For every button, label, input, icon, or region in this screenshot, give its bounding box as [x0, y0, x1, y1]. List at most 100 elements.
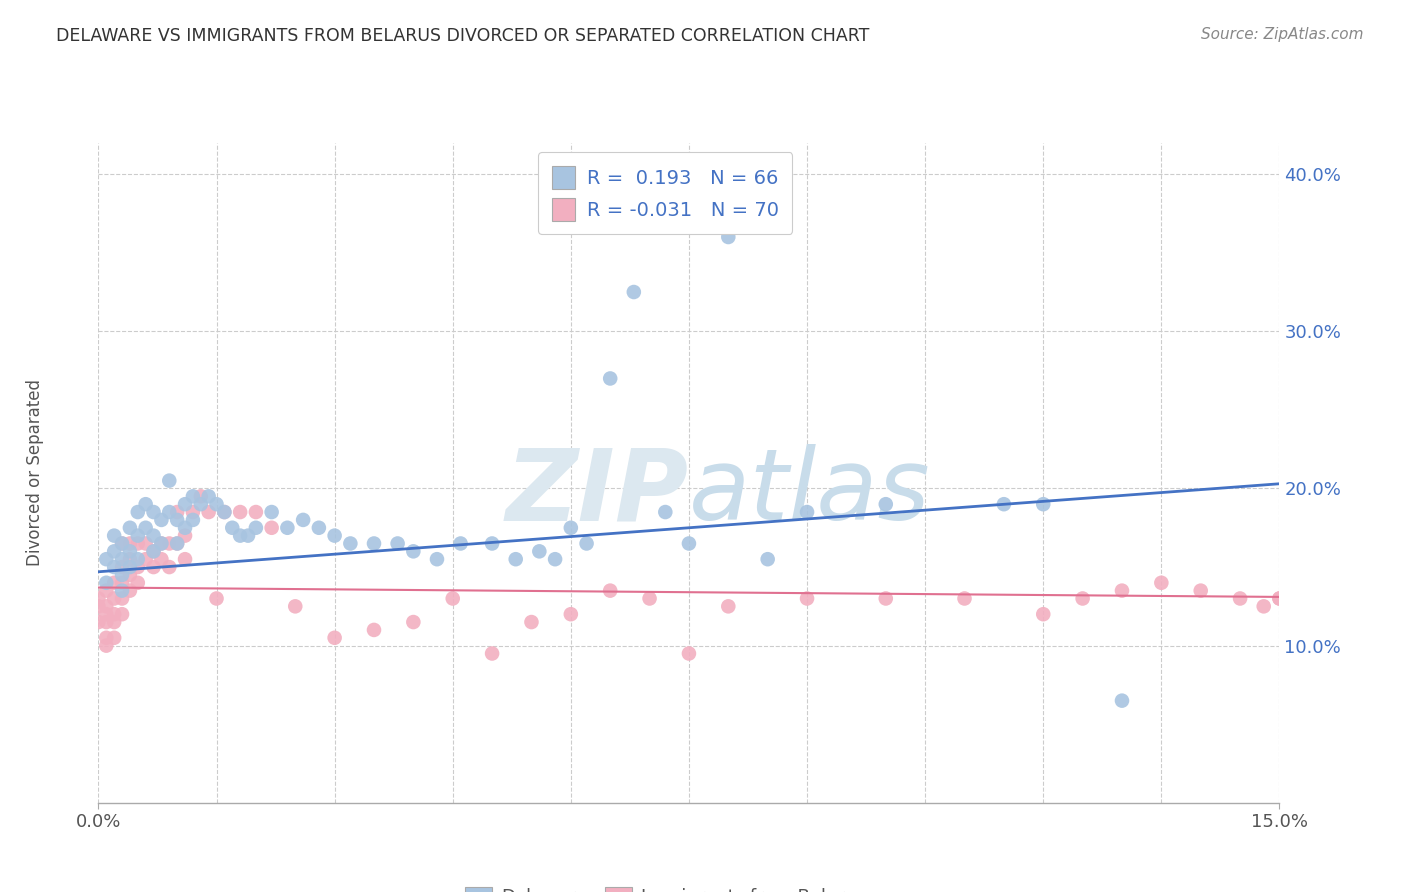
Point — [118, 552, 141, 566]
Point — [118, 521, 141, 535]
Point — [96, 639, 118, 653]
Point — [103, 615, 125, 629]
Text: ZIP: ZIP — [506, 444, 689, 541]
Point — [150, 536, 173, 550]
Point — [118, 583, 141, 598]
Point — [197, 505, 219, 519]
Point — [363, 536, 385, 550]
Point — [599, 583, 621, 598]
Point — [127, 505, 149, 519]
Point — [96, 583, 118, 598]
Point — [481, 536, 503, 550]
Point — [96, 631, 118, 645]
Point — [441, 591, 464, 606]
Point — [111, 536, 134, 550]
Point — [166, 536, 188, 550]
Point — [135, 552, 157, 566]
Point — [1229, 591, 1251, 606]
Point — [284, 599, 307, 614]
Point — [214, 505, 236, 519]
Point — [150, 536, 173, 550]
Point — [181, 513, 204, 527]
Point — [229, 528, 252, 542]
Point — [111, 583, 134, 598]
Point — [1111, 583, 1133, 598]
Point — [118, 544, 141, 558]
Point — [142, 544, 165, 558]
Point — [142, 560, 165, 574]
Point — [135, 536, 157, 550]
Point — [638, 591, 661, 606]
Point — [157, 505, 180, 519]
Point — [560, 521, 582, 535]
Point — [111, 607, 134, 622]
Point — [96, 607, 118, 622]
Point — [142, 544, 165, 558]
Point — [245, 505, 267, 519]
Point — [103, 591, 125, 606]
Legend: Delaware, Immigrants from Belarus: Delaware, Immigrants from Belarus — [457, 878, 875, 892]
Point — [796, 505, 818, 519]
Point — [426, 552, 449, 566]
Point — [181, 489, 204, 503]
Point — [96, 615, 118, 629]
Point — [1253, 599, 1275, 614]
Point — [260, 505, 283, 519]
Point — [796, 591, 818, 606]
Point — [190, 489, 212, 503]
Point — [174, 497, 197, 511]
Point — [717, 230, 740, 244]
Point — [111, 575, 134, 590]
Point — [236, 528, 259, 542]
Point — [190, 497, 212, 511]
Point — [111, 536, 134, 550]
Point — [87, 591, 110, 606]
Point — [150, 552, 173, 566]
Point — [118, 536, 141, 550]
Point — [717, 599, 740, 614]
Point — [157, 536, 180, 550]
Point — [197, 489, 219, 503]
Point — [599, 371, 621, 385]
Point — [135, 497, 157, 511]
Point — [363, 623, 385, 637]
Point — [111, 591, 134, 606]
Point — [875, 497, 897, 511]
Point — [323, 528, 346, 542]
Point — [205, 497, 228, 511]
Point — [292, 513, 315, 527]
Point — [103, 560, 125, 574]
Point — [181, 505, 204, 519]
Point — [111, 568, 134, 582]
Point — [118, 568, 141, 582]
Text: DELAWARE VS IMMIGRANTS FROM BELARUS DIVORCED OR SEPARATED CORRELATION CHART: DELAWARE VS IMMIGRANTS FROM BELARUS DIVO… — [56, 27, 870, 45]
Point — [678, 647, 700, 661]
Point — [560, 607, 582, 622]
Point — [96, 575, 118, 590]
Point — [157, 560, 180, 574]
Point — [993, 497, 1015, 511]
Point — [103, 528, 125, 542]
Point — [678, 536, 700, 550]
Point — [1268, 591, 1291, 606]
Point — [308, 521, 330, 535]
Point — [387, 536, 409, 550]
Point — [214, 505, 236, 519]
Point — [1111, 693, 1133, 707]
Point — [875, 591, 897, 606]
Point — [520, 615, 543, 629]
Point — [103, 544, 125, 558]
Point — [1150, 575, 1173, 590]
Point — [166, 505, 188, 519]
Point — [229, 505, 252, 519]
Text: atlas: atlas — [689, 444, 931, 541]
Point — [96, 552, 118, 566]
Point — [150, 513, 173, 527]
Point — [166, 513, 188, 527]
Point — [575, 536, 598, 550]
Point — [127, 536, 149, 550]
Point — [1032, 607, 1054, 622]
Point — [339, 536, 361, 550]
Point — [127, 528, 149, 542]
Point — [1189, 583, 1212, 598]
